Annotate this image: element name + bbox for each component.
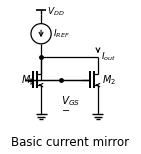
Text: $M_1$: $M_1$ <box>21 73 35 87</box>
Text: $I_{REF}$: $I_{REF}$ <box>53 28 70 40</box>
Text: $V_{DD}$: $V_{DD}$ <box>47 6 64 18</box>
Text: $+$: $+$ <box>27 76 36 87</box>
Text: $M_2$: $M_2$ <box>102 73 116 87</box>
Text: $I_{out}$: $I_{out}$ <box>101 50 116 63</box>
Text: $-$: $-$ <box>61 104 70 114</box>
Text: $V_{GS}$: $V_{GS}$ <box>61 94 80 108</box>
Text: Basic current mirror: Basic current mirror <box>11 136 129 148</box>
